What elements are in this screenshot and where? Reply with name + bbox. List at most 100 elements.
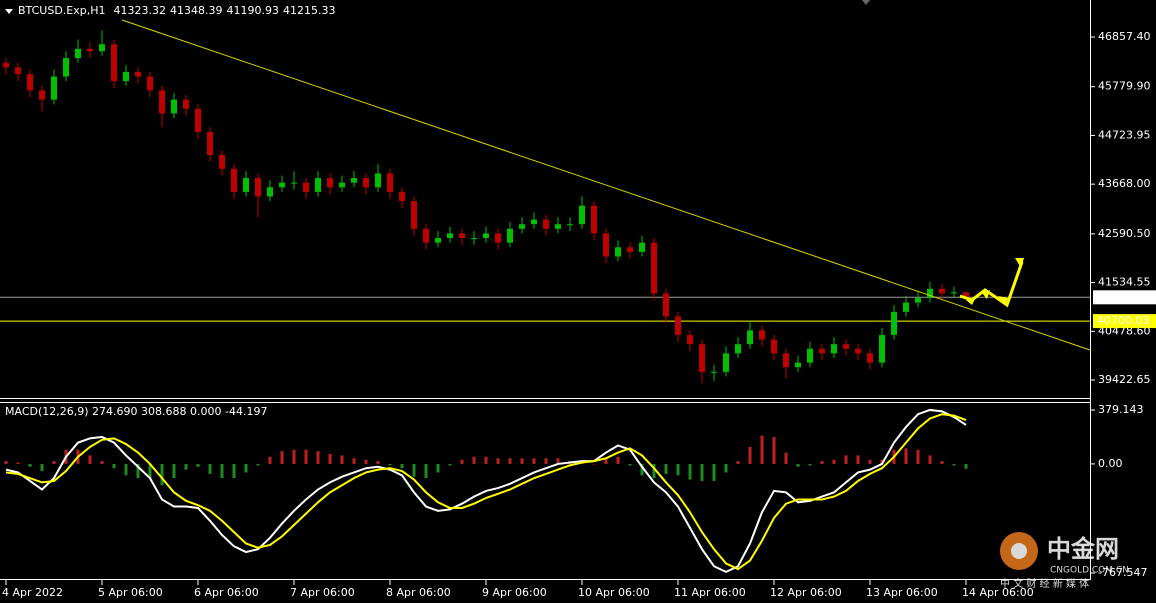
- scroll-marker: [862, 0, 870, 5]
- candle-body: [579, 205, 585, 225]
- candle-body: [279, 182, 285, 188]
- candle-body: [591, 205, 597, 234]
- y-tick-label: 41534.55: [1098, 276, 1151, 289]
- histogram-bar: [844, 455, 848, 464]
- candle-body: [267, 187, 273, 197]
- candle-body: [195, 108, 201, 132]
- candle-body: [627, 247, 633, 252]
- x-tick-label: 4 Apr 2022: [2, 586, 63, 599]
- candle-body: [363, 178, 369, 188]
- histogram-bar: [604, 458, 608, 464]
- candle-body: [27, 74, 33, 91]
- chart-header: BTCUSD.Exp,H1 41323.32 41348.39 41190.93 412…: [18, 4, 336, 17]
- histogram-bar: [352, 458, 356, 464]
- y-tick-label: 44723.95: [1098, 128, 1151, 141]
- histogram-bar: [16, 462, 20, 464]
- candle-body: [687, 334, 693, 345]
- histogram-bar: [712, 463, 716, 481]
- histogram-bar: [688, 463, 692, 480]
- candle-body: [231, 168, 237, 192]
- candle-body: [387, 173, 393, 192]
- candle-body: [819, 348, 825, 354]
- x-tick-label: 13 Apr 06:00: [866, 586, 938, 599]
- histogram-bar: [340, 455, 344, 464]
- watermark: 中金网 CNGOLD.COM.CN 中 文 财 经 新 媒 体: [1000, 532, 1129, 590]
- x-tick-label: 10 Apr 06:00: [578, 586, 650, 599]
- candle-body: [75, 48, 81, 59]
- histogram-bar: [736, 461, 740, 464]
- histogram-bar: [424, 463, 428, 479]
- histogram-bar: [376, 461, 380, 464]
- y-tick-label: 45779.90: [1098, 80, 1151, 93]
- candle-body: [471, 238, 477, 240]
- candle-body: [399, 191, 405, 202]
- candle-body: [831, 344, 837, 354]
- arrow-heads: [966, 258, 1024, 305]
- x-tick-label: 11 Apr 06:00: [674, 586, 746, 599]
- histogram-bar: [640, 463, 644, 476]
- histogram-bar: [868, 459, 872, 464]
- histogram-bar: [880, 459, 884, 464]
- candle-body: [663, 293, 669, 317]
- plot: 46857.40 45779.90 44723.95 43668.00 42590.50…: [0, 30, 1156, 599]
- histogram-bar: [268, 456, 272, 464]
- histogram-bar: [4, 461, 8, 464]
- candle-body: [327, 178, 333, 188]
- x-tick-label: 12 Apr 06:00: [770, 586, 842, 599]
- histogram-bar: [256, 463, 260, 466]
- histogram-bar: [244, 463, 248, 473]
- x-tick-label: 6 Apr 06:00: [194, 586, 259, 599]
- macd-line: [5, 408, 967, 574]
- candle-body: [519, 224, 525, 229]
- histogram-bar: [148, 463, 152, 479]
- candle-body: [891, 311, 897, 335]
- candle-body: [435, 238, 441, 243]
- watermark-site: CNGOLD.COM.CN: [1050, 566, 1129, 576]
- histogram-bar: [616, 456, 620, 464]
- histogram-bar: [760, 435, 764, 464]
- histogram-bar: [904, 448, 908, 464]
- menu-arrow[interactable]: [5, 9, 13, 14]
- histogram-bar: [940, 461, 944, 464]
- histogram-bar: [160, 463, 164, 486]
- y-tick-label: 0.00: [1098, 457, 1123, 470]
- candle-body: [219, 154, 225, 169]
- candle-body: [171, 99, 177, 114]
- candle-body: [495, 233, 501, 243]
- histogram-bar: [664, 463, 668, 474]
- candle-body: [507, 228, 513, 243]
- candle-body: [147, 76, 153, 91]
- histogram-bar: [628, 463, 632, 466]
- candle-body: [339, 182, 345, 188]
- candle-body: [639, 242, 645, 252]
- histogram-bar: [88, 455, 92, 464]
- candle-body: [843, 344, 849, 349]
- x-tick-label: 5 Apr 06:00: [98, 586, 163, 599]
- candle-body: [3, 62, 9, 68]
- candle-body: [807, 348, 813, 363]
- candle-body: [351, 178, 357, 183]
- histogram-bar: [808, 463, 812, 466]
- y-tick-label: 43668.00: [1098, 177, 1151, 190]
- histogram-bar: [28, 463, 32, 467]
- candle-body: [867, 353, 873, 363]
- candle-body: [135, 71, 141, 77]
- price-label-bg: [1093, 290, 1156, 305]
- candle-body: [483, 233, 489, 239]
- histogram-bar: [412, 463, 416, 477]
- histogram-bar: [112, 463, 116, 469]
- candle-body: [543, 219, 549, 229]
- histogram-bar: [496, 458, 500, 464]
- candle-body: [111, 44, 117, 82]
- histogram-bar: [40, 463, 44, 472]
- close: 41215.33: [283, 4, 336, 17]
- y-tick-label: -767.547: [1098, 566, 1147, 579]
- candle-body: [99, 44, 105, 52]
- candle-body: [759, 330, 765, 340]
- macd-label: MACD(12,26,9) 274.690 308.688 0.000 -44.…: [5, 405, 267, 418]
- histogram-bar: [652, 463, 656, 479]
- histogram-bar: [388, 463, 392, 466]
- candle-body: [15, 67, 21, 75]
